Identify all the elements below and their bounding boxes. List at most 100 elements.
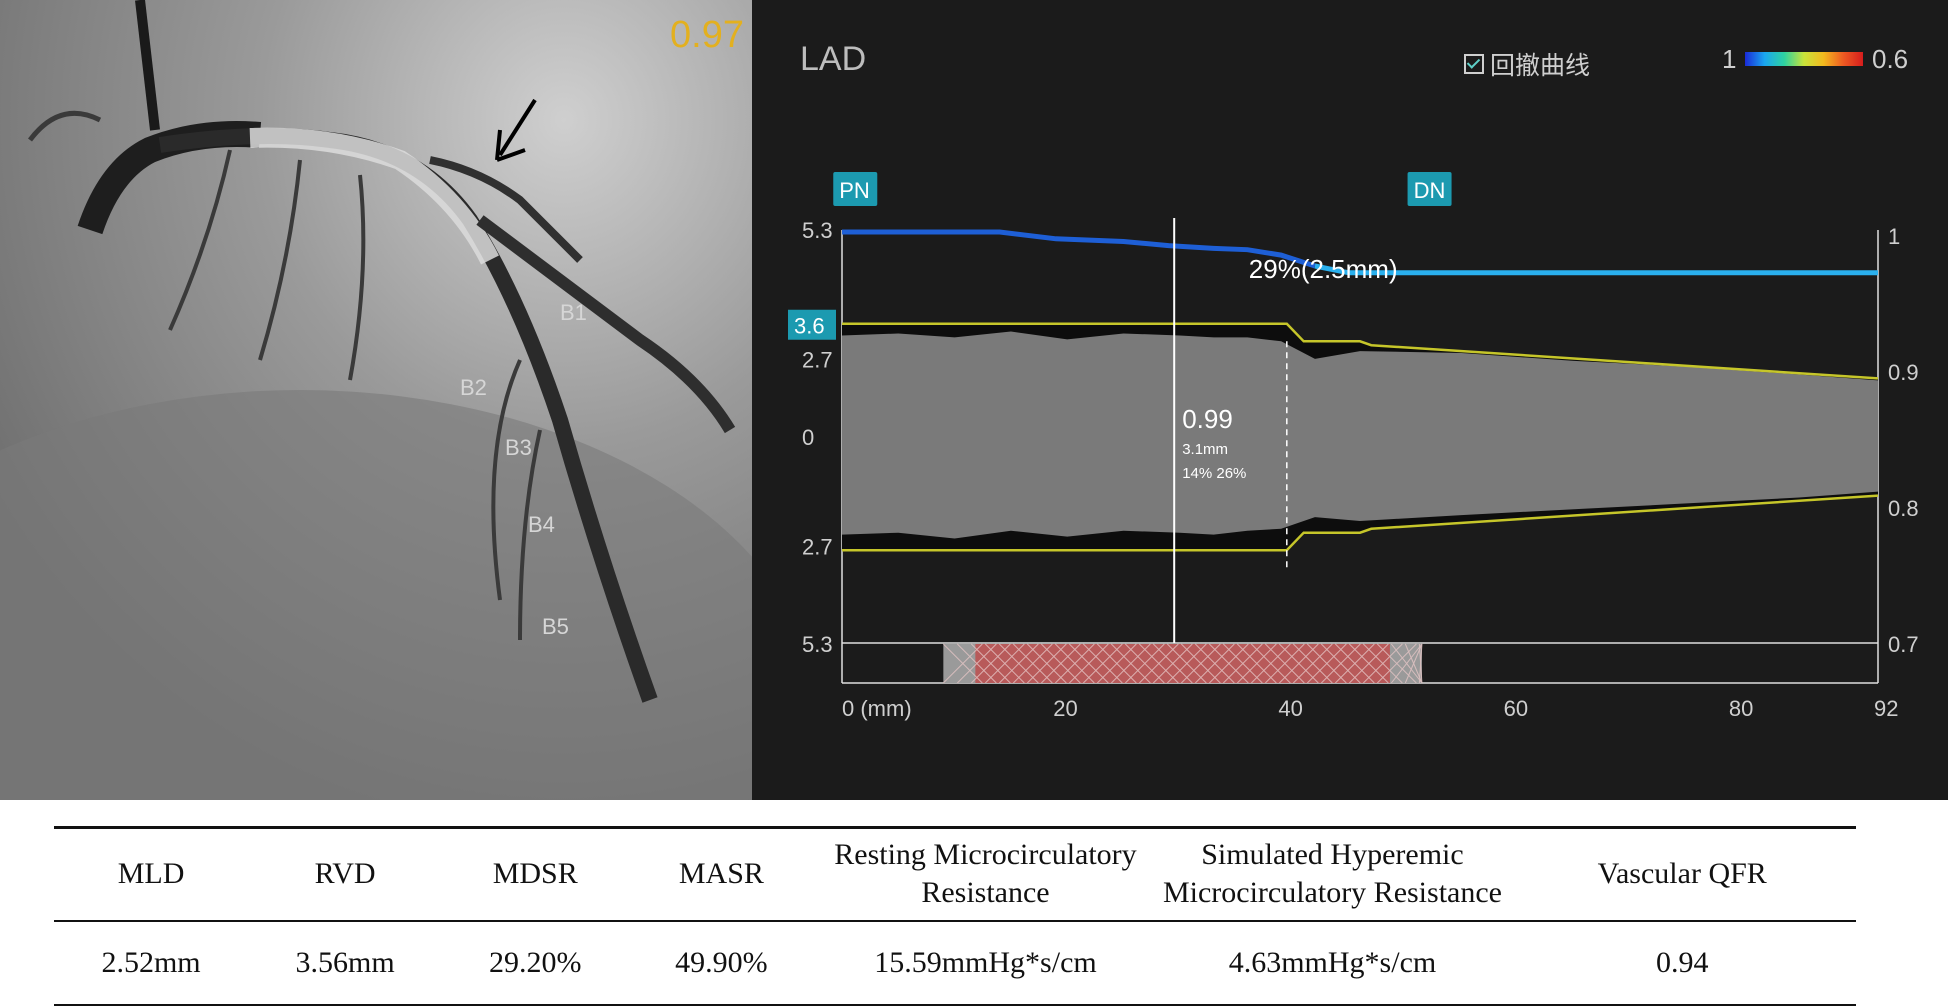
x-axis-tick-label: 60 (1504, 696, 1528, 721)
stent-hatch-line (1418, 643, 1423, 684)
header-mdsr: MDSR (442, 828, 629, 922)
cursor-stenosis: 14% 26% (1182, 465, 1246, 482)
stenosis-label: 29%(2.5mm) (1249, 254, 1398, 284)
value-masr: 49.90% (628, 921, 815, 1006)
stent-hatch-line (1306, 643, 1347, 684)
stent-hatch-line (1026, 643, 1067, 684)
stent-hatch-line (1348, 643, 1389, 684)
right-axis-label: 0.8 (1888, 496, 1919, 521)
stent-hatch-line (1194, 643, 1235, 684)
table-header-row: MLD RVD MDSR MASR Resting Microcirculato… (54, 828, 1856, 922)
value-rvd: 3.56mm (248, 921, 443, 1006)
color-scale-bar (1745, 52, 1863, 66)
lumen-area (842, 331, 1878, 539)
stent-hatch-line (1110, 643, 1151, 684)
right-axis-label: 0.9 (1888, 360, 1919, 385)
reference-diameter-badge (788, 309, 836, 340)
angiogram-drawing (0, 0, 752, 800)
stent-hatch-line (1012, 643, 1053, 684)
checkbox-checked-icon[interactable] (1464, 54, 1484, 74)
left-axis-label: 5.3 (802, 218, 833, 243)
cursor-diameter: 3.1mm (1182, 441, 1228, 458)
table-row: 2.52mm 3.56mm 29.20% 49.90% 15.59mmHg*s/… (54, 921, 1856, 1006)
stent-hatch-line (1250, 643, 1291, 684)
stent-hatch-line (1054, 643, 1095, 684)
value-mld: 2.52mm (54, 921, 249, 1006)
pullback-chart: 5.3 3.6 2.7 0 2.7 5.3 1 0.9 0.8 0.7 0 (mm) 20 40 60 80… (788, 172, 1919, 721)
stent-hatch-line (1292, 643, 1333, 684)
color-scale-min: 1 (1722, 44, 1737, 74)
vessel-name: LAD (800, 40, 867, 78)
marker-pn-badge (833, 172, 878, 206)
color-scale-max: 0.6 (1872, 44, 1909, 74)
angiogram-image: 0.97 B1 B2 B3 B4 B5 (0, 0, 752, 800)
header-resting-resistance: Resting Microcirculatory Resistance (814, 828, 1157, 922)
stent-hatch-line (1040, 643, 1081, 684)
marker-dn-label: DN (1414, 178, 1446, 203)
cursor-qfr-value: 0.99 (1182, 404, 1233, 434)
left-axis-label: 2.7 (802, 534, 833, 559)
left-axis-label: 0 (802, 425, 814, 450)
stent-hatch-line (1138, 643, 1179, 684)
pullback-curve-toggle[interactable]: 回撤曲线 (1464, 46, 1590, 82)
stent-hatch-line (1096, 643, 1137, 684)
stent-hatch-line (1334, 643, 1375, 684)
left-axis-label: 3.6 (794, 314, 825, 339)
reference-line-lower (842, 494, 1879, 552)
x-axis-tick-label: 40 (1278, 696, 1302, 721)
left-axis-label: 2.7 (802, 348, 833, 373)
stent-hatch-line (1376, 643, 1417, 684)
stent-hatch-line (1390, 643, 1423, 684)
branch-label-b3: B3 (505, 435, 532, 460)
branch-label-b2: B2 (460, 375, 487, 400)
header-rvd: RVD (248, 828, 443, 922)
x-axis-tick-label: 92 (1874, 696, 1898, 721)
header-vascular-qfr: Vascular QFR (1508, 828, 1856, 922)
stent-hatch (942, 643, 1423, 684)
table-top-rule (54, 826, 1856, 829)
stent-hatch-line (1222, 643, 1263, 684)
stent-hatch-line (1068, 643, 1109, 684)
stent-hatch-line (1208, 643, 1249, 684)
stent-hatch-line (1082, 643, 1123, 684)
branch-label-b5: B5 (542, 614, 569, 639)
stent-hatch-line (970, 643, 1011, 684)
qfr-pullback-panel: LAD 回撤曲线 1 0.6 5.3 3.6 2.7 0 2.7 5.3 1 0.9 0.8 0.… (752, 0, 1948, 800)
qfr-curve-proximal (842, 229, 1316, 269)
stent-hatch-line (942, 643, 983, 684)
stent-hatch-line (1180, 643, 1221, 684)
results-table: MLD RVD MDSR MASR Resting Microcirculato… (54, 828, 1856, 1006)
value-resting-resistance: 15.59mmHg*s/cm (814, 921, 1157, 1006)
stent-hatch-line (1278, 643, 1319, 684)
value-mdsr: 29.20% (442, 921, 629, 1006)
stent-core (975, 644, 1390, 683)
angiogram-qfr-value: 0.97 (670, 14, 744, 56)
stent-hatch-line (1236, 643, 1277, 684)
branch-label-b4: B4 (528, 512, 555, 537)
stent-hatch-line (998, 643, 1039, 684)
chart-marks: 0.99 3.1mm 14% 26% 29%(2.5mm) PN DN (833, 172, 1879, 684)
stent-hatch-line (1264, 643, 1305, 684)
x-axis-tick-label: 80 (1729, 696, 1753, 721)
right-axis-label: 0.7 (1888, 632, 1919, 657)
header-mld: MLD (54, 828, 249, 922)
header-hyperemic-resistance: Simulated Hyperemic Microcirculatory Res… (1156, 828, 1509, 922)
stent-hatch-line (1404, 643, 1423, 684)
x-axis-tick-label: 0 (mm) (842, 696, 912, 721)
header-masr: MASR (628, 828, 815, 922)
branch-label-b1: B1 (560, 300, 587, 325)
stent-hatch-line (1124, 643, 1165, 684)
marker-dn-badge (1407, 172, 1452, 206)
stent-hatch-line (1320, 643, 1361, 684)
marker-pn-label: PN (839, 178, 870, 203)
stent-hatch-line (1166, 643, 1207, 684)
x-axis-tick-label: 20 (1053, 696, 1077, 721)
stent-hatch-line (1152, 643, 1193, 684)
stent-hatch-line (956, 643, 997, 684)
value-hyperemic-resistance: 4.63mmHg*s/cm (1156, 921, 1509, 1006)
stent-hatch-line (984, 643, 1025, 684)
pullback-curve-label: 回撤曲线 (1490, 52, 1591, 80)
qfr-curve-distal (1314, 263, 1878, 276)
value-vascular-qfr: 0.94 (1508, 921, 1856, 1006)
reference-line-upper (842, 322, 1879, 380)
